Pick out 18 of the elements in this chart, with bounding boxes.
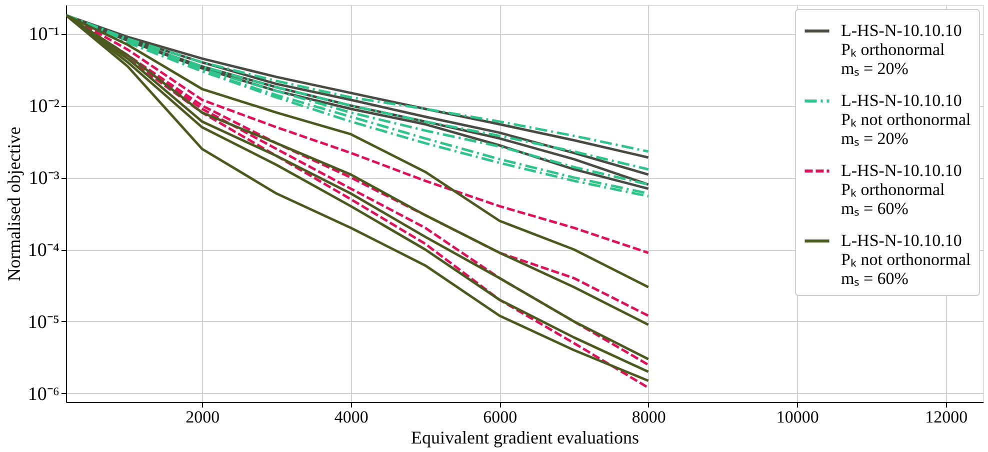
y-tick-label: 10⁻² [28,96,60,118]
x-tick-label: 12000 [925,408,968,426]
x-tick-label: 2000 [186,408,220,426]
legend-label: L-HS-N-10.10.10 Pₖ not orthonormal mₛ = 60% [841,231,971,288]
y-tick-label: 10⁻⁴ [28,240,60,262]
y-tick-label: 10⁻³ [28,168,60,190]
x-axis-title: Equivalent gradient evaluations [411,428,639,448]
x-tick-label: 6000 [483,408,518,426]
y-tick-label: 10⁻⁵ [28,312,60,333]
y-axis-title: Normalised objective [4,126,24,282]
legend-label: L-HS-N-10.10.10 Pₖ not orthonormal mₛ = 20% [841,91,971,148]
legend-label: L-HS-N-10.10.10 Pₖ orthonormal mₛ = 20% [841,21,962,78]
legend-label: L-HS-N-10.10.10 Pₖ orthonormal mₛ = 60% [841,161,962,218]
x-tick-label: 10000 [776,408,819,426]
x-tick-label: 8000 [632,408,666,426]
y-tick-label: 10⁻⁶ [28,384,60,405]
x-tick-label: 4000 [334,408,368,426]
y-tick-label: 10⁻¹ [28,24,60,46]
